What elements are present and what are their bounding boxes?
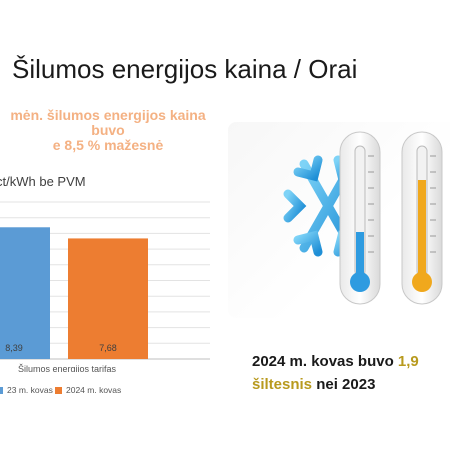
unit-label: ct/kWh be PVM: [0, 174, 86, 189]
legend-item-2023: 23 m. kovas: [0, 385, 53, 395]
data-label-2023: 8,39: [5, 343, 23, 353]
legend-swatch-2023: [0, 386, 3, 394]
cold-thermometer-icon: [339, 131, 381, 305]
legend-item-2024: 2024 m. kovas: [55, 385, 121, 395]
weather-illustration: [228, 122, 450, 318]
weather-line-1: 2024 m. kovas buvo 1,9: [252, 350, 450, 373]
price-bar-chart: 8,39 7,68 Šilumos energijos tarifas: [0, 201, 210, 372]
bar-2024: [68, 238, 148, 359]
legend-label-2024: 2024 m. kovas: [66, 385, 122, 395]
headline-line-2: buvo: [91, 122, 125, 138]
chart-data-labels: 8,39 7,68: [5, 343, 117, 353]
weather-comparison: 2024 m. kovas buvo 1,9 šiltesnis nei 202…: [252, 350, 450, 396]
legend-label-2023: 23 m. kovas: [7, 385, 53, 395]
bar-2023: [0, 227, 50, 359]
category-label: Šilumos energijos tarifas: [18, 364, 117, 372]
warmer-word: šiltesnis: [252, 376, 313, 393]
weather-line-1-text: 2024 m. kovas buvo: [252, 353, 398, 370]
chart-bars: [0, 227, 148, 359]
slide-title: Šilumos energijos kaina / Orai: [12, 54, 358, 84]
legend-swatch-2024: [55, 386, 62, 394]
price-headline: mėn. šilumos energijos kaina buvo e 8,5 …: [0, 108, 220, 153]
weather-line-2: šiltesnis nei 2023: [252, 373, 450, 396]
data-label-2024: 7,68: [99, 343, 117, 353]
weather-line-2-text: nei 2023: [312, 376, 376, 393]
headline-line-3: e 8,5 % mažesnė: [52, 137, 164, 153]
warm-thermometer-icon: [401, 131, 443, 305]
temperature-difference: 1,9: [397, 353, 419, 370]
headline-line-1: mėn. šilumos energijos kaina: [10, 107, 206, 123]
